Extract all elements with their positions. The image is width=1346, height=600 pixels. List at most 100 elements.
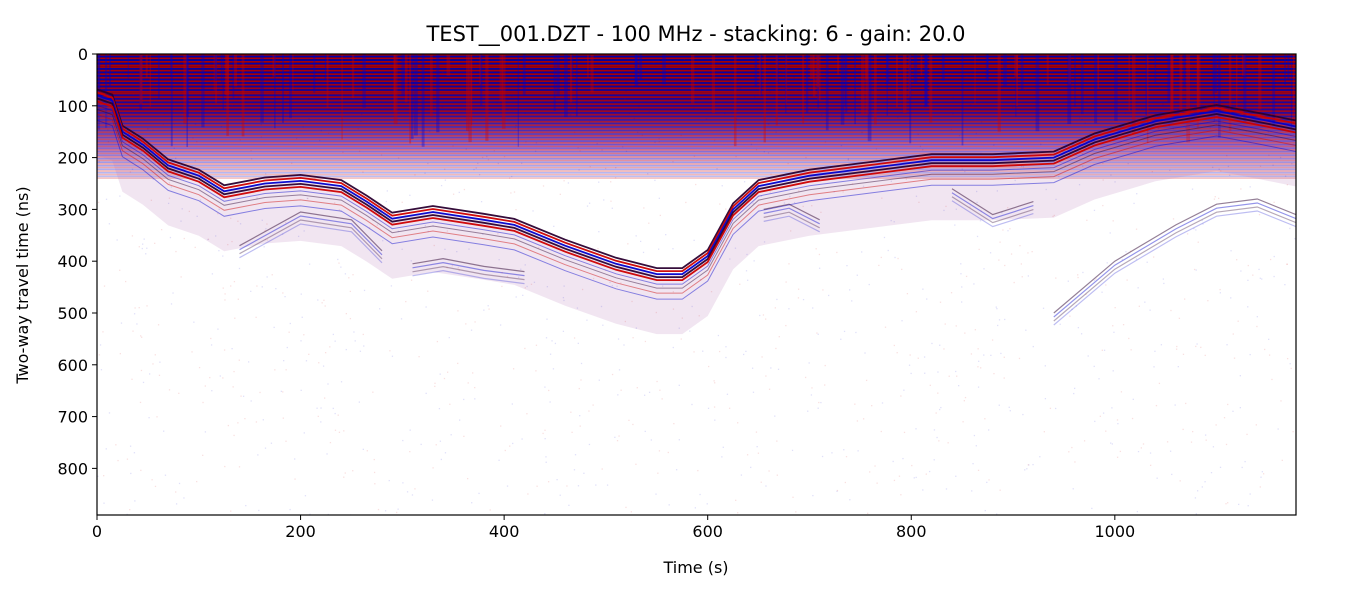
speckle — [1058, 94, 1060, 97]
speckle — [150, 199, 153, 201]
speckle — [1239, 375, 1242, 377]
speckle — [693, 351, 695, 353]
speckle — [98, 160, 100, 163]
speckle — [624, 320, 626, 323]
speckle — [237, 220, 239, 222]
speckle — [386, 213, 388, 215]
speckle — [222, 287, 224, 289]
speckle — [444, 248, 446, 250]
speckle — [743, 181, 746, 183]
speckle — [545, 456, 547, 458]
speckle — [264, 447, 267, 449]
speckle — [578, 387, 580, 390]
speckle — [1169, 450, 1172, 452]
speckle — [1176, 345, 1178, 348]
trace-noise — [232, 54, 235, 98]
speckle — [980, 210, 982, 212]
speckle — [414, 174, 416, 176]
speckle — [978, 360, 980, 362]
speckle — [909, 354, 911, 356]
speckle — [359, 350, 362, 352]
speckle — [509, 109, 511, 111]
speckle — [332, 333, 334, 336]
ringing-band — [97, 89, 1296, 91]
speckle — [1003, 356, 1005, 358]
speckle — [518, 83, 520, 85]
speckle — [142, 97, 144, 100]
speckle — [196, 140, 198, 143]
trace-noise — [324, 54, 327, 80]
speckle — [979, 220, 982, 222]
ringing-band — [97, 122, 1296, 125]
speckle — [366, 450, 368, 452]
speckle — [544, 513, 546, 515]
speckle — [318, 362, 320, 364]
speckle — [952, 97, 954, 99]
surface-reflector — [97, 104, 1296, 285]
speckle — [1082, 271, 1084, 274]
speckle — [680, 338, 682, 340]
trace-noise — [522, 54, 526, 95]
speckle — [893, 221, 895, 223]
speckle — [846, 264, 848, 267]
speckle — [648, 222, 650, 224]
speckle — [247, 361, 250, 363]
speckle — [1086, 219, 1088, 221]
speckle — [435, 444, 437, 446]
speckle — [119, 269, 121, 271]
speckle — [493, 150, 495, 152]
speckle — [384, 115, 386, 118]
speckle — [810, 394, 813, 396]
speckle — [563, 285, 565, 287]
speckle — [625, 90, 627, 93]
ringing-band — [97, 166, 1296, 169]
speckle — [1120, 391, 1123, 393]
ringing-band — [97, 157, 1296, 160]
speckle — [334, 429, 337, 431]
speckle — [262, 419, 264, 421]
speckle — [140, 151, 143, 153]
speckle — [694, 507, 697, 509]
speckle — [996, 513, 998, 515]
speckle — [628, 112, 631, 114]
speckle — [693, 239, 695, 242]
ringing-band — [97, 101, 1296, 104]
speckle — [261, 183, 263, 185]
speckle — [376, 102, 379, 104]
speckle — [285, 221, 287, 224]
speckle — [1182, 353, 1185, 356]
speckle — [231, 240, 233, 243]
speckle — [903, 389, 905, 391]
speckle — [932, 89, 935, 91]
speckle — [250, 290, 252, 293]
speckle — [158, 374, 161, 376]
speckle — [1249, 186, 1251, 188]
speckle — [787, 85, 789, 88]
surface-reflector — [97, 100, 1296, 281]
speckle — [673, 422, 675, 425]
speckle — [465, 323, 467, 325]
speckle — [1128, 73, 1130, 76]
deep-reflector — [1053, 210, 1296, 326]
trace-noise — [569, 54, 573, 103]
speckle — [228, 99, 230, 101]
speckle — [620, 389, 622, 391]
speckle — [1077, 326, 1080, 329]
speckle — [1019, 245, 1021, 247]
trace-noise — [351, 54, 355, 99]
speckle — [397, 230, 399, 232]
trace-noise — [1186, 54, 1191, 143]
speckle — [1241, 466, 1243, 469]
trace-noise — [805, 54, 809, 113]
speckle — [631, 300, 633, 303]
speckle — [245, 504, 247, 507]
speckle — [579, 415, 581, 417]
speckle — [693, 107, 695, 110]
speckle — [210, 337, 212, 340]
speckle — [1054, 407, 1057, 410]
ringing-band — [97, 73, 1296, 75]
speckle — [140, 369, 143, 372]
speckle — [865, 379, 868, 382]
speckle — [789, 195, 791, 198]
speckle — [869, 471, 871, 473]
